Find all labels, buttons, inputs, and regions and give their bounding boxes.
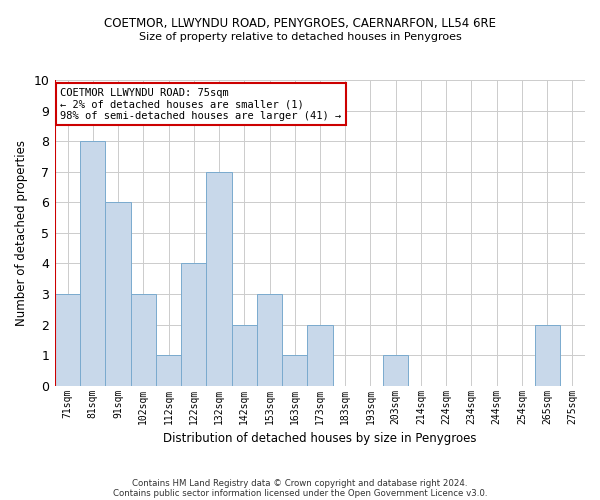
Bar [257,294,282,386]
X-axis label: Distribution of detached houses by size in Penygroes: Distribution of detached houses by size … [163,432,477,445]
Bar [232,324,257,386]
Bar [307,324,332,386]
Y-axis label: Number of detached properties: Number of detached properties [15,140,28,326]
Bar [206,172,232,386]
Bar [80,141,106,386]
Bar [282,355,307,386]
Bar [181,264,206,386]
Text: Contains HM Land Registry data © Crown copyright and database right 2024.: Contains HM Land Registry data © Crown c… [132,478,468,488]
Bar [106,202,131,386]
Bar [156,355,181,386]
Text: COETMOR LLWYNDU ROAD: 75sqm
← 2% of detached houses are smaller (1)
98% of semi-: COETMOR LLWYNDU ROAD: 75sqm ← 2% of deta… [60,88,341,121]
Text: COETMOR, LLWYNDU ROAD, PENYGROES, CAERNARFON, LL54 6RE: COETMOR, LLWYNDU ROAD, PENYGROES, CAERNA… [104,18,496,30]
Text: Contains public sector information licensed under the Open Government Licence v3: Contains public sector information licen… [113,488,487,498]
Bar [131,294,156,386]
Bar [383,355,409,386]
Bar [55,294,80,386]
Text: Size of property relative to detached houses in Penygroes: Size of property relative to detached ho… [139,32,461,42]
Bar [535,324,560,386]
